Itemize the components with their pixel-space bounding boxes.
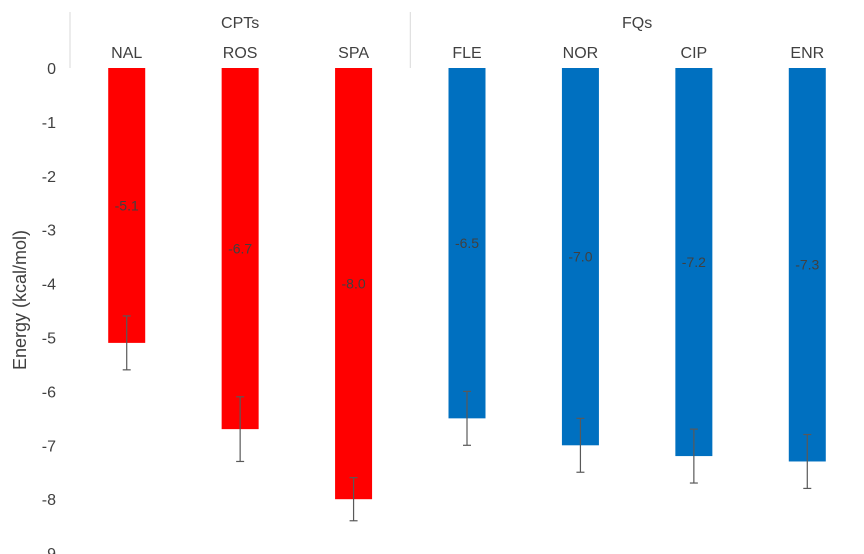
y-tick-label: 0	[47, 61, 56, 78]
data-labels-layer: -5.1 -6.7 -8.0 -6.5 -7.0 -7.2 -7.3	[115, 197, 820, 291]
group-header-layer: CPTs FQs	[69, 12, 652, 68]
y-axis-ticks: 0 -1 -2 -3 -4 -5 -6 -7 -8 -9	[42, 61, 56, 554]
y-tick-label: -8	[42, 492, 56, 509]
y-tick-label: -5	[42, 331, 56, 348]
bar-spa	[335, 68, 373, 500]
group-label: CPTs	[221, 15, 259, 32]
y-tick-label: -7	[42, 438, 56, 455]
category-labels-layer: NAL ROS SPA FLE NOR CIP ENR	[111, 45, 824, 62]
data-label: -8.0	[342, 276, 366, 292]
y-tick-label: -6	[42, 384, 56, 401]
bar-enr	[788, 68, 826, 462]
category-label: SPA	[338, 45, 369, 62]
y-axis-label: Energy (kcal/mol)	[10, 230, 30, 370]
bar-cip	[675, 68, 713, 457]
data-label: -5.1	[115, 197, 139, 213]
data-label: -6.5	[455, 235, 479, 251]
bar-fle	[448, 68, 486, 419]
y-tick-label: -9	[42, 546, 56, 554]
bars-layer	[108, 68, 826, 500]
error-bars-layer	[122, 315, 812, 522]
bar-nal	[108, 68, 146, 343]
category-label: ROS	[223, 45, 258, 62]
y-tick-label: -3	[42, 223, 56, 240]
bar-nor	[561, 68, 599, 446]
y-tick-label: -1	[42, 115, 56, 132]
bar-ros	[221, 68, 259, 430]
category-label: NOR	[563, 45, 599, 62]
data-label: -7.0	[568, 249, 592, 265]
data-label: -7.2	[682, 254, 706, 270]
y-tick-label: -2	[42, 169, 56, 186]
category-label: FLE	[452, 45, 481, 62]
y-tick-label: -4	[42, 277, 56, 294]
category-label: ENR	[790, 45, 824, 62]
category-label: NAL	[111, 45, 142, 62]
group-label: FQs	[622, 15, 652, 32]
category-label: CIP	[681, 45, 708, 62]
data-label: -6.7	[228, 241, 252, 257]
data-label: -7.3	[795, 257, 819, 273]
